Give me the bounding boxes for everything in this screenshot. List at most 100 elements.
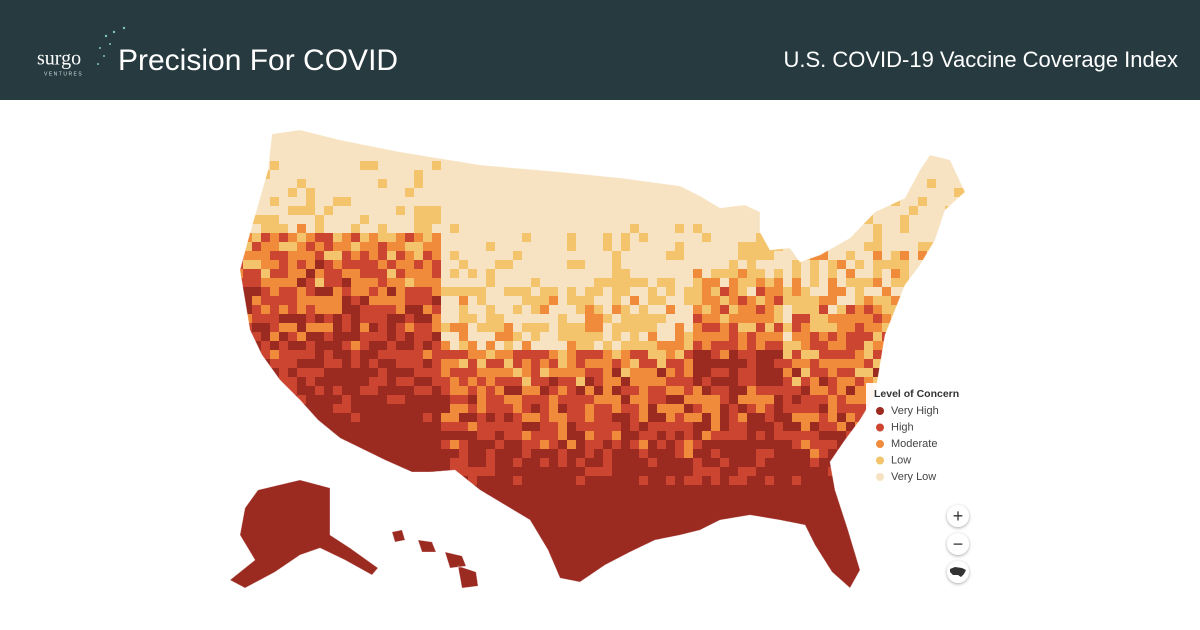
- county: [468, 152, 478, 162]
- county: [585, 431, 595, 441]
- county: [909, 584, 919, 588]
- county: [711, 143, 721, 153]
- county: [270, 512, 280, 522]
- county: [585, 152, 595, 162]
- county: [360, 449, 370, 459]
- county: [495, 539, 505, 549]
- county: [819, 404, 829, 414]
- county: [630, 242, 640, 252]
- county: [585, 332, 595, 342]
- zoom-out-button[interactable]: [947, 533, 969, 555]
- county: [963, 314, 965, 324]
- county: [747, 404, 757, 414]
- county: [333, 521, 343, 531]
- county: [864, 143, 874, 153]
- county: [297, 152, 307, 162]
- county: [693, 377, 703, 387]
- county: [468, 179, 478, 189]
- county: [684, 161, 694, 171]
- county: [882, 260, 892, 270]
- county: [882, 566, 892, 576]
- county: [639, 188, 649, 198]
- county: [387, 242, 397, 252]
- county: [567, 548, 577, 558]
- county: [414, 170, 424, 180]
- county: [774, 449, 784, 459]
- choropleth-map[interactable]: [225, 125, 982, 603]
- county: [369, 314, 379, 324]
- county: [230, 287, 235, 297]
- county: [459, 359, 469, 369]
- legend-title: Level of Concern: [874, 388, 959, 400]
- county: [882, 548, 892, 558]
- county: [360, 341, 370, 351]
- county: [837, 287, 847, 297]
- county: [558, 341, 568, 351]
- county: [567, 575, 577, 585]
- county: [230, 188, 235, 198]
- county: [603, 404, 613, 414]
- county: [603, 593, 613, 603]
- county: [909, 350, 919, 360]
- county: [612, 224, 622, 234]
- county: [315, 332, 325, 342]
- county: [477, 521, 487, 531]
- county: [909, 566, 919, 576]
- county: [693, 512, 703, 522]
- county: [459, 197, 469, 207]
- county: [315, 269, 325, 279]
- county: [855, 152, 865, 162]
- county: [306, 503, 316, 513]
- county: [918, 143, 928, 153]
- county: [486, 242, 496, 252]
- county: [702, 314, 712, 324]
- county: [261, 130, 271, 135]
- county: [369, 134, 379, 144]
- county: [837, 215, 847, 225]
- county: [630, 476, 640, 486]
- county: [972, 440, 982, 450]
- county: [765, 215, 775, 225]
- zoom-in-button[interactable]: [947, 505, 969, 527]
- county: [972, 413, 982, 423]
- county: [387, 332, 397, 342]
- county: [477, 476, 487, 486]
- county: [297, 233, 307, 243]
- county: [738, 278, 748, 288]
- county: [252, 431, 262, 441]
- county: [351, 566, 361, 576]
- county: [603, 233, 613, 243]
- county: [747, 314, 757, 324]
- county: [639, 278, 649, 288]
- county: [648, 530, 658, 540]
- county: [891, 242, 901, 252]
- county: [909, 161, 919, 171]
- county: [684, 431, 694, 441]
- county: [396, 548, 406, 558]
- county: [963, 152, 965, 162]
- county: [603, 449, 613, 459]
- county: [495, 548, 505, 558]
- county: [441, 485, 451, 495]
- county: [729, 130, 739, 135]
- county: [729, 161, 739, 171]
- county: [522, 170, 532, 180]
- county: [450, 575, 460, 585]
- county: [486, 395, 496, 405]
- county: [504, 422, 514, 432]
- county: [918, 296, 928, 306]
- county: [936, 314, 946, 324]
- county: [333, 197, 343, 207]
- county: [639, 260, 649, 270]
- county: [630, 503, 640, 513]
- county: [648, 458, 658, 468]
- county: [549, 395, 559, 405]
- county: [504, 359, 514, 369]
- county: [612, 539, 622, 549]
- county: [522, 260, 532, 270]
- county: [828, 287, 838, 297]
- county: [738, 413, 748, 423]
- county: [522, 422, 532, 432]
- county: [684, 215, 694, 225]
- county: [540, 350, 550, 360]
